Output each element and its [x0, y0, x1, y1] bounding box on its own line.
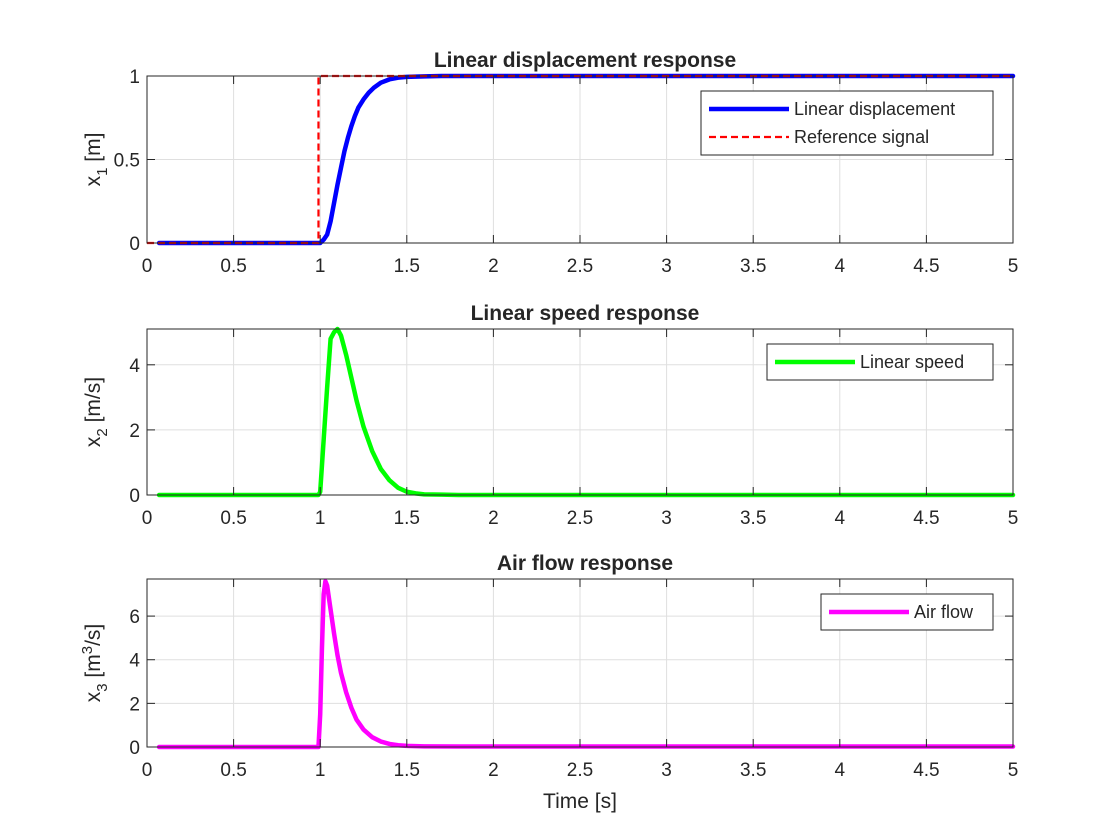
x-tick-label: 3.5	[740, 256, 766, 277]
x-tick-label: 0	[142, 760, 153, 781]
x-tick-label: 2	[488, 760, 499, 781]
y-tick-label: 4	[129, 356, 140, 377]
x-tick-label: 1	[315, 256, 326, 277]
legend: Air flow	[820, 593, 994, 631]
x-tick-label: 2.5	[567, 508, 593, 529]
x-tick-label: 5	[1008, 256, 1019, 277]
x-tick-label: 4.5	[913, 760, 939, 781]
legend-box	[700, 90, 994, 156]
x-tick-label: 3.5	[740, 760, 766, 781]
chart-title: Linear displacement response	[434, 49, 736, 72]
legend-label: Linear speed	[860, 352, 964, 372]
x-tick-label: 3	[661, 760, 672, 781]
legend: Linear displacement Reference signal	[700, 90, 994, 156]
y-tick-label: 2	[129, 694, 140, 715]
x-tick-label: 0.5	[220, 256, 246, 277]
x-tick-label: 1	[315, 760, 326, 781]
x-tick-label: 1.5	[394, 508, 420, 529]
y-axis-label: x1 [m]	[82, 133, 111, 187]
subplot-3: 0 0.5 1 1.5 2 2.5 3 3.5 4 4.5 5 0 2 4 6 Air flow respon…	[79, 552, 1018, 781]
x-tick-label: 0.5	[220, 508, 246, 529]
subplot-1: 0 0.5 1 1.5 2 2.5 3 3.5 4 4.5 5 0 0.5 1 Linear displac…	[82, 49, 1018, 277]
chart-title: Linear speed response	[471, 302, 700, 325]
x-tick-label: 1	[315, 508, 326, 529]
chart-title: Air flow response	[497, 552, 673, 575]
x-tick-label: 2.5	[567, 256, 593, 277]
x-tick-label: 3.5	[740, 508, 766, 529]
x-tick-label: 4	[835, 760, 846, 781]
x-tick-label: 3	[661, 508, 672, 529]
subplot-2: 0 0.5 1 1.5 2 2.5 3 3.5 4 4.5 5 0 2 4 Linear speed res…	[82, 302, 1018, 529]
y-axis-label: x3 [m3/s]	[79, 624, 111, 703]
legend-label: Air flow	[914, 602, 974, 622]
y-tick-label: 0	[129, 738, 140, 759]
x-tick-label: 0	[142, 508, 153, 529]
y-axis-label: x2 [m/s]	[82, 377, 111, 447]
x-tick-label: 2	[488, 508, 499, 529]
y-tick-label: 1	[129, 67, 140, 88]
y-tick-label: 4	[129, 651, 140, 672]
x-tick-label: 5	[1008, 508, 1019, 529]
y-tick-label: 0	[129, 234, 140, 255]
legend: Linear speed	[766, 343, 994, 381]
x-tick-label: 0.5	[220, 760, 246, 781]
y-tick-label: 0	[129, 486, 140, 507]
x-tick-label: 4	[835, 508, 846, 529]
x-tick-label: 2	[488, 256, 499, 277]
x-tick-label: 2.5	[567, 760, 593, 781]
x-axis-label: Time [s]	[543, 790, 617, 813]
y-tick-label: 2	[129, 421, 140, 442]
x-tick-label: 4.5	[913, 256, 939, 277]
x-tick-label: 1.5	[394, 256, 420, 277]
legend-label: Linear displacement	[794, 99, 955, 119]
x-tick-label: 4	[835, 256, 846, 277]
y-tick-label: 6	[129, 607, 140, 628]
x-tick-label: 0	[142, 256, 153, 277]
x-tick-label: 3	[661, 256, 672, 277]
y-tick-label: 0.5	[114, 151, 140, 172]
legend-label: Reference signal	[794, 127, 929, 147]
x-tick-label: 1.5	[394, 760, 420, 781]
x-tick-label: 5	[1008, 760, 1019, 781]
x-tick-label: 4.5	[913, 508, 939, 529]
